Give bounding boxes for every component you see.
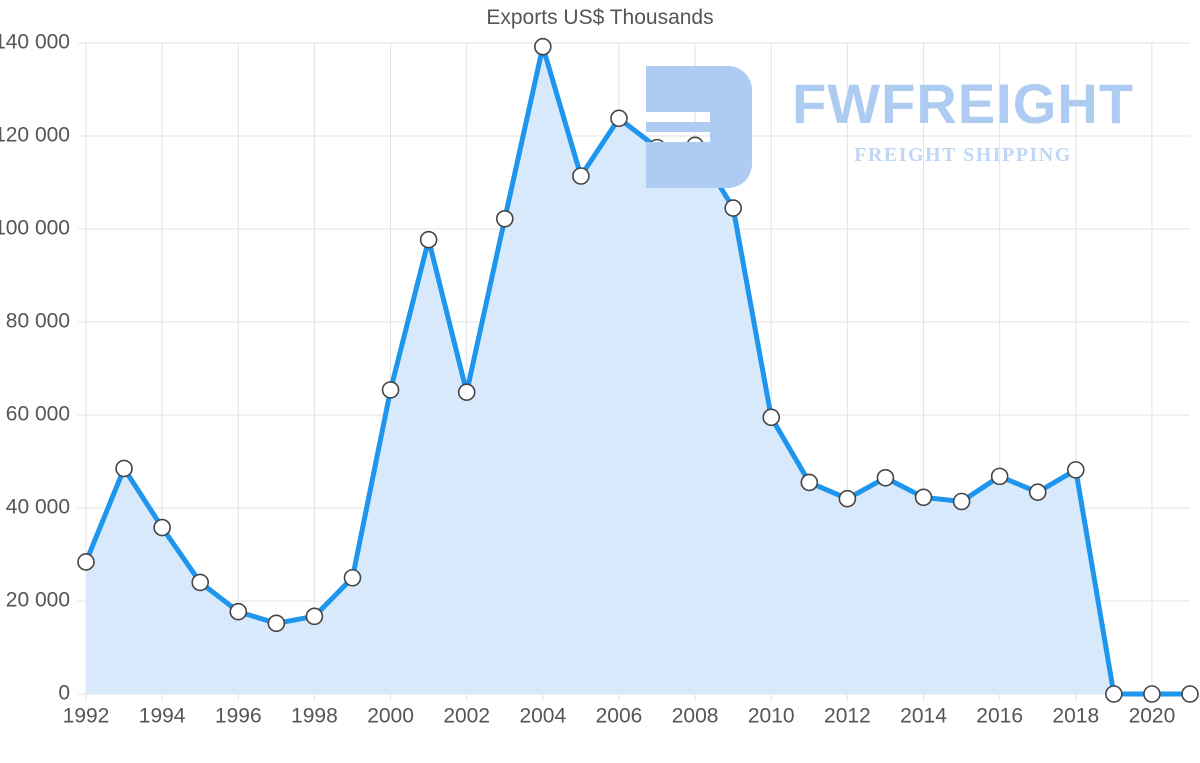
y-axis-tick-label: 140 000	[0, 31, 70, 54]
x-axis-tick-label: 1998	[291, 704, 338, 727]
y-axis-tick-label: 20 000	[6, 589, 70, 612]
series-area-fill	[86, 46, 1190, 695]
y-axis-tick-label: 40 000	[6, 496, 70, 519]
x-axis-tick-label: 2008	[672, 704, 719, 727]
x-axis-tick-label: 1996	[215, 704, 262, 727]
y-axis-tick-label: 100 000	[0, 217, 70, 240]
x-axis-tick-label: 2020	[1129, 704, 1176, 727]
x-axis-tick-label: 2004	[519, 704, 566, 727]
y-axis-tick-label: 120 000	[0, 124, 70, 147]
x-axis-tick-label: 2006	[596, 704, 643, 727]
y-axis-tick-label: 60 000	[6, 403, 70, 426]
x-axis-tick-label: 2012	[824, 704, 871, 727]
x-axis-tick-label: 1992	[63, 704, 110, 727]
y-axis-tick-label: 0	[58, 682, 70, 705]
y-axis-tick-labels: 0 20 000 40 000 60 000 80 000 100 000 120 000 1…	[0, 31, 70, 705]
x-axis-tick-label: 2000	[367, 704, 414, 727]
x-axis-tick-label: 2016	[976, 704, 1023, 727]
x-axis-tick-label: 1994	[139, 704, 186, 727]
x-axis-tick-label: 2002	[443, 704, 490, 727]
x-axis-tick-labels: 1992 1994 1996 1998 2000 2002 2004 2006 2008 2010…	[63, 704, 1176, 727]
x-axis-tick-label: 2014	[900, 704, 947, 727]
chart-title: Exports US$ Thousands	[486, 6, 714, 29]
y-axis-tick-label: 80 000	[6, 310, 70, 333]
x-axis-tick-label: 2010	[748, 704, 795, 727]
y-axis-ticks	[78, 42, 86, 695]
x-axis-ticks	[85, 694, 1153, 701]
x-axis-tick-label: 2018	[1052, 704, 1099, 727]
